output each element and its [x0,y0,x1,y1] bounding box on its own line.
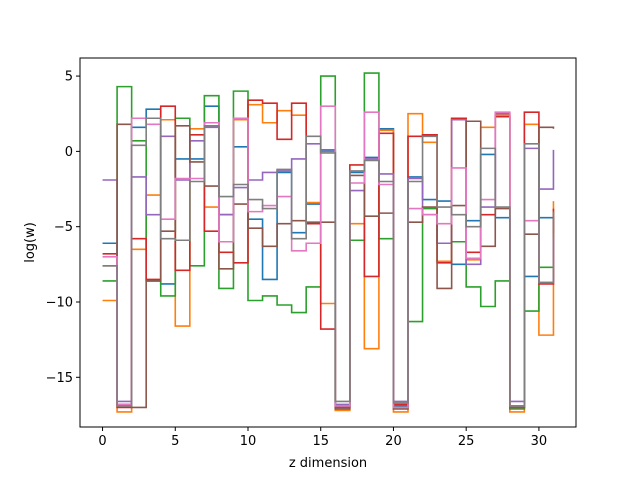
x-axis-label: z dimension [289,456,367,471]
x-tick-label: 25 [458,434,475,449]
x-tick-label: 0 [98,434,106,449]
x-tick-label: 20 [385,434,402,449]
x-tick-label: 10 [240,434,257,449]
y-tick-label: −15 [46,371,73,386]
plot-frame [79,57,577,428]
y-tick-label: −5 [54,220,73,235]
series-line-3 [102,72,555,410]
x-axis: 0 5 10 15 20 25 30 [98,427,547,449]
y-tick-label: 0 [65,145,73,160]
x-tick-label: 5 [171,434,179,449]
y-axis-label: log(w) [23,222,38,263]
y-tick-label: −10 [46,295,73,310]
series-line-8 [102,117,555,407]
y-axis: 5 0 −5 −10 −15 [46,70,80,386]
series-layer [102,72,555,413]
x-tick-label: 30 [531,434,548,449]
x-tick-label: 15 [312,434,329,449]
y-tick-label: 5 [65,70,73,85]
